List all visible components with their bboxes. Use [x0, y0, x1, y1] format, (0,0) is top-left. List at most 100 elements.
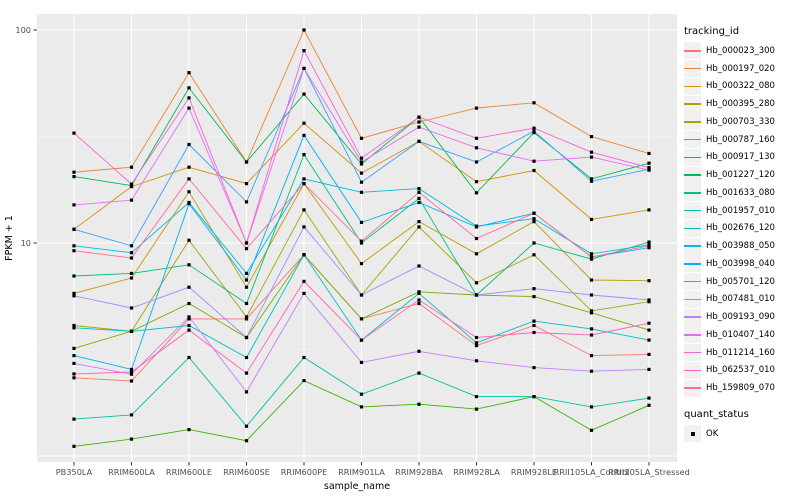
data-point-marker	[359, 220, 364, 224]
data-point-marker	[302, 49, 306, 53]
data-point-marker	[647, 246, 651, 250]
series-color-swatch	[684, 50, 701, 52]
data-point-marker	[359, 338, 364, 342]
data-point-marker	[474, 225, 479, 229]
data-point-marker	[72, 249, 76, 253]
series-color-swatch	[684, 67, 701, 70]
data-point-marker	[647, 396, 651, 400]
data-point-marker	[72, 294, 76, 298]
legend-key-line-icon	[684, 42, 701, 60]
data-point-marker	[589, 405, 594, 409]
data-point-marker	[72, 170, 76, 174]
data-point-marker	[532, 323, 536, 328]
data-point-marker	[244, 200, 249, 204]
legend-entry: Hb_001227_120	[684, 166, 800, 184]
series-color-swatch	[684, 263, 701, 265]
data-point-marker	[244, 355, 249, 360]
data-point-marker	[474, 160, 479, 164]
data-point-marker	[187, 165, 191, 169]
data-point-marker	[647, 244, 651, 248]
series-color-swatch	[684, 316, 701, 318]
data-point-marker	[129, 251, 134, 255]
data-point-marker	[417, 200, 421, 205]
legend-key-line-icon	[684, 379, 701, 397]
data-point-marker	[302, 28, 306, 32]
data-point-marker	[589, 327, 594, 331]
data-point-marker	[532, 253, 536, 257]
data-point-marker	[244, 247, 249, 251]
legend-entry-label: Hb_003988_050	[706, 241, 775, 252]
data-point-marker	[72, 175, 76, 179]
data-point-marker	[129, 379, 134, 383]
data-point-marker	[359, 392, 364, 396]
data-point-marker	[589, 428, 594, 432]
data-point-marker	[589, 177, 594, 181]
data-point-marker	[589, 278, 594, 282]
data-point-marker	[72, 361, 76, 365]
data-point-marker	[359, 136, 364, 140]
data-point-marker	[129, 372, 134, 376]
series-color-swatch	[684, 245, 701, 247]
legend-entry-label: Hb_062537_010	[706, 365, 775, 376]
data-point-marker	[72, 417, 76, 421]
data-point-marker	[647, 367, 651, 371]
legend-entry-label: Hb_001227_120	[706, 170, 775, 181]
data-point-marker	[359, 293, 364, 297]
data-point-marker	[129, 271, 134, 275]
data-point-marker	[474, 146, 479, 150]
data-point-marker	[532, 211, 536, 215]
data-point-marker	[129, 413, 134, 417]
legend-key-line-icon	[684, 60, 701, 78]
data-point-marker	[302, 153, 306, 157]
data-point-marker	[187, 355, 191, 360]
data-point-marker	[417, 187, 421, 191]
data-point-marker	[129, 276, 134, 280]
data-point-marker	[417, 349, 421, 353]
data-point-marker	[474, 191, 479, 195]
data-point-marker	[72, 326, 76, 330]
legend-entry-label: Hb_002676_120	[706, 223, 775, 234]
x-tick-label: RRII105LA_Stressed	[608, 467, 690, 477]
data-point-marker	[532, 217, 536, 221]
data-point-marker	[417, 190, 421, 194]
data-point-marker	[589, 309, 594, 313]
data-point-marker	[359, 317, 364, 321]
data-point-marker	[417, 298, 421, 302]
data-point-marker	[302, 121, 306, 125]
legend-entry-label: Hb_007481_010	[706, 294, 775, 305]
data-point-marker	[589, 293, 594, 297]
data-point-marker	[187, 285, 191, 289]
legend-key-line-icon	[684, 361, 701, 379]
legend-key-line-icon	[684, 255, 701, 273]
data-point-marker	[417, 120, 421, 124]
data-point-marker	[647, 352, 651, 356]
y-tick-label: 10	[21, 238, 31, 248]
data-point-marker	[474, 236, 479, 241]
data-point-marker	[474, 335, 479, 340]
data-point-marker	[72, 274, 76, 278]
x-tick-label: RRIM600SE	[223, 467, 270, 477]
data-point-marker	[302, 225, 306, 229]
data-point-marker	[589, 255, 594, 259]
data-point-marker	[302, 177, 306, 181]
legend-key-line-icon	[684, 113, 701, 131]
data-point-marker	[589, 179, 594, 183]
legend-entry: Hb_011214_160	[684, 344, 800, 362]
data-point-marker	[244, 285, 249, 289]
data-point-marker	[129, 182, 134, 186]
series-color-swatch	[684, 138, 701, 141]
legend-entry-label: Hb_000787_160	[706, 134, 775, 145]
data-point-marker	[474, 281, 479, 285]
data-point-marker	[72, 372, 76, 376]
data-point-marker	[474, 341, 479, 345]
x-axis-title: sample_name	[324, 481, 390, 492]
data-point-marker	[474, 252, 479, 256]
legend-entry: Hb_002676_120	[684, 219, 800, 238]
data-point-marker	[417, 220, 421, 224]
x-tick-label: RRIM928LA	[453, 467, 500, 477]
legend-key-line-icon	[684, 77, 701, 95]
data-point-marker	[647, 168, 651, 172]
data-point-marker	[589, 217, 594, 221]
data-point-marker	[474, 359, 479, 363]
data-point-marker	[417, 291, 421, 295]
